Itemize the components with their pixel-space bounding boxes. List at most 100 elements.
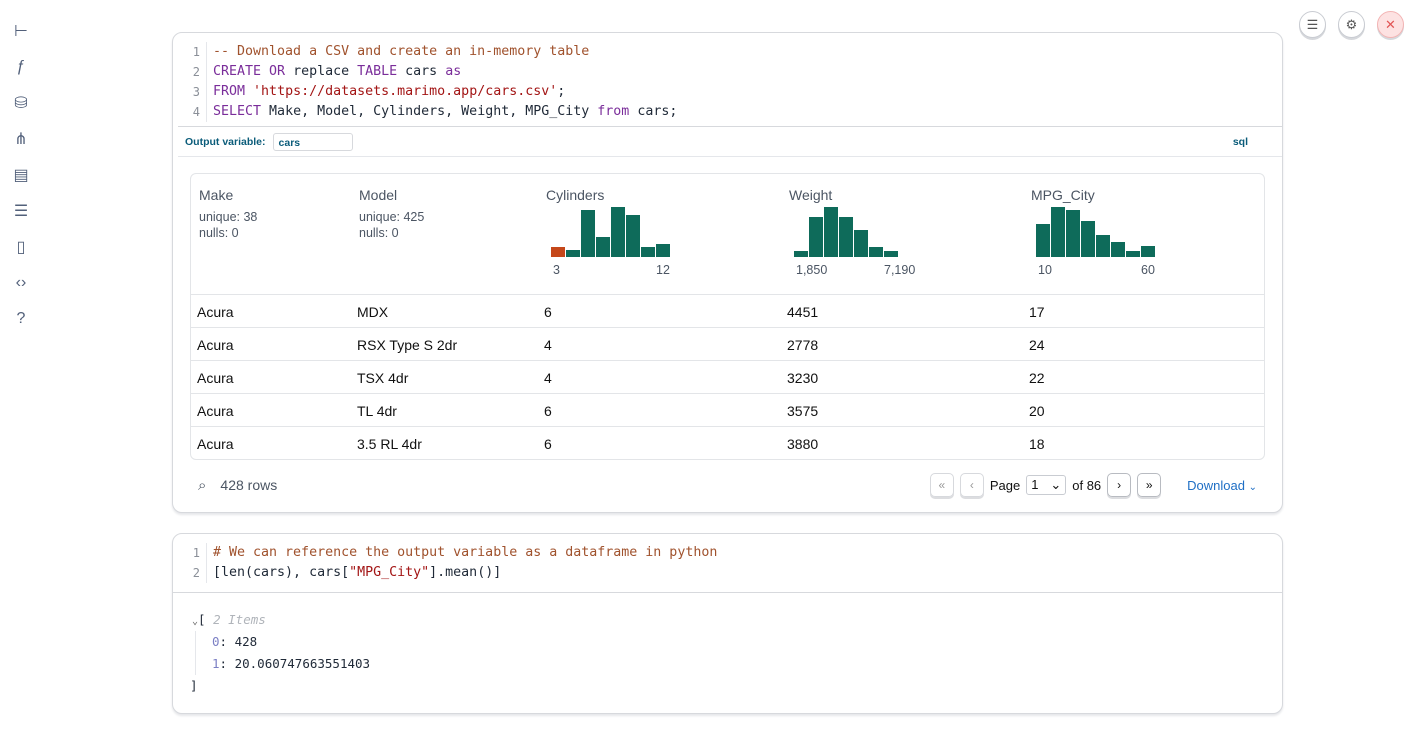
chevron-down-icon: ⌄ [1050, 477, 1062, 492]
histogram-bar[interactable] [809, 217, 823, 257]
list-item: 1: 20.060747663551403 [212, 656, 371, 671]
histogram-bar[interactable] [794, 251, 808, 257]
line-number: 4 [192, 105, 200, 119]
collapse-chevron-icon[interactable]: ⌄ [192, 616, 199, 627]
histogram-bar[interactable] [656, 244, 670, 257]
output-variable-bar: Output variable: cars sql [178, 126, 1282, 157]
table-cell: MDX [357, 304, 389, 320]
code-token: as [445, 64, 462, 79]
histogram-bar[interactable] [1111, 242, 1125, 257]
dependency-graph-icon[interactable]: ⋔ [14, 131, 28, 148]
code-line: SELECT Make, Model, Cylinders, Weight, M… [213, 102, 677, 122]
histogram-bar[interactable] [1066, 210, 1080, 257]
histogram-bar[interactable] [551, 247, 565, 257]
histogram-bar[interactable] [641, 247, 655, 257]
histogram-bar[interactable] [824, 207, 838, 257]
table-cell: 3880 [787, 436, 819, 452]
column-header-cylinders[interactable]: Cylinders [546, 187, 604, 203]
table-cell: 4 [544, 370, 552, 386]
search-list-icon[interactable]: ☰ [13, 203, 29, 220]
code-token: ; [557, 84, 566, 99]
search-icon[interactable]: ⌕ [198, 476, 207, 494]
database-icon[interactable]: ⛁ [14, 95, 28, 112]
page-select[interactable]: 1 ⌄ [1026, 475, 1067, 495]
code-token: FROM [213, 84, 246, 99]
download-button[interactable]: Download ⌄ [1187, 478, 1257, 493]
table-row[interactable]: Acura TL 4dr 6 3575 20 [191, 394, 1264, 427]
code-token: Make, Model, Cylinders, Weight, MPG_City [261, 104, 598, 119]
code-token: -- Download a CSV and create an in-memor… [213, 44, 590, 59]
histogram[interactable]: 10 60 [1036, 207, 1161, 277]
help-icon[interactable]: ? [16, 310, 26, 327]
table-body: Acura MDX 6 4451 17 Acura RSX Type S 2dr 4 2778 2… [191, 295, 1264, 460]
prev-page-button[interactable]: ‹ [959, 473, 984, 497]
table-cell: 4451 [787, 304, 819, 320]
document-icon[interactable]: ▯ [16, 239, 26, 256]
histogram-bar[interactable] [1141, 246, 1155, 257]
code-editor[interactable]: 1 2 3 4 -- Download a CSV and create an in-m… [173, 33, 1282, 122]
code-token: from [597, 104, 630, 119]
function-icon[interactable]: ƒ [16, 58, 26, 75]
menu-button[interactable]: ☰ [1299, 11, 1326, 38]
last-page-button[interactable]: » [1137, 473, 1162, 497]
code-text[interactable]: -- Download a CSV and create an in-memor… [207, 42, 677, 122]
table-row[interactable]: Acura TSX 4dr 4 3230 22 [191, 361, 1264, 394]
table-row[interactable]: Acura RSX Type S 2dr 4 2778 24 [191, 328, 1264, 361]
output-variable-input[interactable]: cars [272, 132, 353, 151]
code-token: SELECT [213, 104, 262, 119]
histogram-bar[interactable] [839, 217, 853, 257]
histogram-bar[interactable] [566, 250, 580, 257]
file-tree-icon[interactable]: ⊢ [14, 23, 28, 40]
item-count: 2 Items [213, 612, 266, 627]
histogram-bar[interactable] [1081, 221, 1095, 257]
code-snippet-icon[interactable]: ‹› [15, 274, 27, 291]
table-row[interactable]: Acura 3.5 RL 4dr 6 3880 18 [191, 427, 1264, 460]
column-header-weight[interactable]: Weight [789, 187, 832, 203]
histogram-bar[interactable] [1096, 235, 1110, 257]
histogram-bar[interactable] [884, 251, 898, 257]
close-button[interactable]: ✕ [1377, 11, 1404, 38]
row-count: 428 rows [220, 477, 278, 493]
line-number: 2 [192, 65, 200, 79]
code-token: CREATE OR [213, 64, 286, 79]
pagination: « ‹ Page 1 ⌄ of 86 › » Download ⌄ [929, 473, 1257, 497]
histogram-bar[interactable] [626, 215, 640, 257]
histogram-bar[interactable] [869, 247, 883, 257]
first-page-button[interactable]: « [929, 473, 954, 497]
table-cell: Acura [197, 403, 234, 419]
code-text[interactable]: # We can reference the output variable a… [207, 543, 717, 583]
code-line: FROM 'https://datasets.marimo.app/cars.c… [213, 82, 677, 102]
histogram-bar[interactable] [854, 230, 868, 257]
histogram-bar[interactable] [581, 210, 595, 257]
column-header-model[interactable]: Model unique: 425 nulls: 0 [359, 187, 424, 241]
code-token: 'https://datasets.marimo.app/cars.csv' [253, 84, 558, 99]
histogram[interactable]: 3 12 [551, 207, 676, 277]
line-number: 3 [192, 85, 200, 99]
column-name: Make [199, 187, 234, 203]
settings-button[interactable]: ⚙ [1338, 11, 1365, 38]
data-table: Make unique: 38 nulls: 0 Model unique: 425 nu… [190, 173, 1265, 460]
column-header-make[interactable]: Make unique: 38 nulls: 0 [199, 187, 257, 241]
language-label[interactable]: sql [1232, 135, 1248, 148]
code-editor[interactable]: 1 2 # We can reference the output variable… [173, 534, 1282, 583]
table-cell: 6 [544, 436, 552, 452]
histogram-bar[interactable] [1051, 207, 1065, 257]
histogram-bar[interactable] [1126, 251, 1140, 257]
histogram-max: 60 [1141, 263, 1155, 277]
column-stat: unique: 38 [199, 210, 258, 224]
table-row[interactable]: Acura MDX 6 4451 17 [191, 295, 1264, 328]
table-cell: 2778 [787, 337, 819, 353]
histogram[interactable]: 1,850 7,190 [794, 207, 919, 277]
list-items: 0: 428 1: 20.060747663551403 [195, 631, 1282, 675]
table-cell: 24 [1029, 337, 1045, 353]
histogram-bar[interactable] [611, 207, 625, 257]
next-page-button[interactable]: › [1107, 473, 1132, 497]
scroll-icon[interactable]: ▤ [13, 167, 29, 184]
histogram-bar[interactable] [1036, 224, 1050, 257]
histogram-bar[interactable] [596, 237, 610, 257]
line-number: 1 [192, 45, 200, 59]
column-header-mpg_city[interactable]: MPG_City [1031, 187, 1095, 203]
line-number: 2 [192, 566, 200, 580]
table-cell: Acura [197, 304, 234, 320]
